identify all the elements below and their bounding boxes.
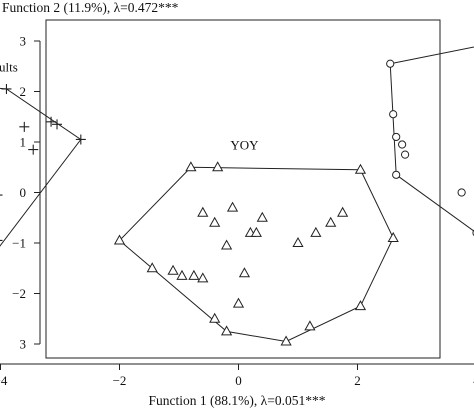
yoy-point <box>310 226 322 237</box>
yoy-point <box>238 267 251 278</box>
larvae-point <box>398 140 407 149</box>
yoy-point <box>232 297 245 308</box>
yoy-point <box>197 206 209 217</box>
adults-point <box>75 134 86 145</box>
y-tick-label: 2 <box>20 84 27 99</box>
adults-point <box>28 144 39 155</box>
group-label-adults: Adults <box>0 59 18 74</box>
yoy-point <box>354 163 367 174</box>
yoy-point <box>197 272 209 283</box>
yoy-point <box>146 262 158 273</box>
x-axis-title: Function 1 (88.1%), λ=0.051*** <box>149 393 326 408</box>
adults-point <box>46 116 57 127</box>
x-axis: −6−4−20246 <box>0 363 474 388</box>
y-tick-label: 3 <box>20 337 27 352</box>
yoy-point <box>292 236 304 247</box>
larvae-point <box>392 132 401 142</box>
yoy-point <box>280 335 292 346</box>
yoy-point <box>387 231 399 242</box>
adults-point <box>1 83 12 94</box>
yoy-point <box>188 269 200 280</box>
yoy-point <box>337 206 349 217</box>
x-tick-label: 0 <box>235 373 242 388</box>
y-tick-label: 3 <box>20 34 27 49</box>
points-layer <box>0 59 474 346</box>
y-tick-label: −2 <box>12 286 26 301</box>
hull-layer <box>0 46 474 343</box>
yoy-point <box>304 320 316 331</box>
y-axis: 3 2 1 0 −1 −2 3 <box>12 34 41 352</box>
yoy-point <box>212 161 224 172</box>
larvae-point <box>401 150 410 159</box>
yoy-point <box>113 234 126 245</box>
larvae-hull <box>389 46 474 232</box>
yoy-hull <box>118 166 394 343</box>
adults-point <box>0 194 3 196</box>
adults-point <box>0 239 3 242</box>
group-label-yoy: YOY <box>230 138 259 153</box>
x-tick-label: −2 <box>113 373 127 388</box>
y-axis-title: Function 2 (11.9%), λ=0.472*** <box>2 0 179 15</box>
yoy-point <box>325 216 337 227</box>
yoy-point <box>354 300 367 311</box>
yoy-point <box>185 161 197 172</box>
larvae-point <box>389 110 398 119</box>
yoy-point <box>256 211 268 222</box>
plot-frame <box>45 19 441 359</box>
y-tick-label: 0 <box>20 185 27 200</box>
group-labels: AdultsYOYLarvae <box>0 59 259 153</box>
larvae-point <box>457 188 466 197</box>
x-tick-label: 2 <box>354 373 361 388</box>
x-tick-label: −4 <box>0 373 8 388</box>
adults-point <box>52 119 63 130</box>
yoy-point <box>220 325 233 336</box>
y-tick-label: 1 <box>20 135 27 150</box>
yoy-point <box>250 226 262 237</box>
larvae-point <box>386 59 395 68</box>
larvae-point <box>392 170 401 179</box>
adults-point <box>19 121 30 132</box>
yoy-point <box>209 312 221 323</box>
yoy-point <box>209 216 221 227</box>
y-tick-label: −1 <box>12 236 26 251</box>
yoy-point <box>167 264 179 275</box>
yoy-point <box>226 201 239 212</box>
yoy-point <box>220 239 233 250</box>
yoy-point <box>176 269 188 280</box>
